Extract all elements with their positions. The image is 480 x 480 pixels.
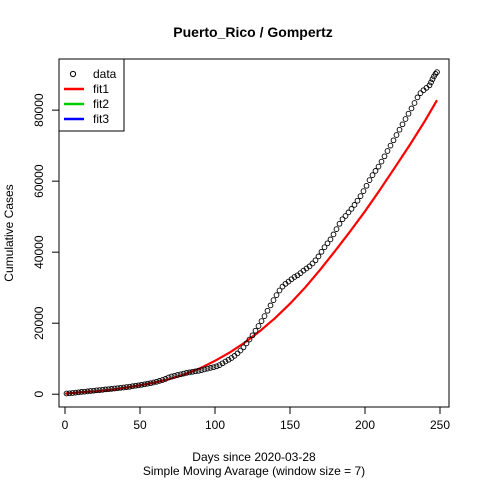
y-axis: 0 20000 40000 60000 80000	[32, 93, 59, 397]
x-axis: 0 50 100 150 200 250	[62, 407, 451, 432]
fit-lines	[65, 100, 437, 394]
data-point	[316, 254, 321, 259]
y-tick-label: 0	[32, 391, 46, 398]
data-point	[271, 298, 276, 303]
x-tick-label: 150	[280, 418, 300, 432]
x-tick-label: 50	[133, 418, 147, 432]
legend-label-fit3: fit3	[93, 112, 109, 126]
data-point	[265, 308, 270, 313]
x-tick-label: 200	[355, 418, 375, 432]
data-point	[274, 293, 279, 298]
series-line-fit1	[65, 100, 437, 394]
y-tick-label: 80000	[32, 93, 46, 127]
data-point	[382, 154, 387, 159]
data-point	[418, 91, 423, 96]
data-point	[355, 198, 360, 203]
data-point	[406, 111, 411, 116]
data-point	[373, 169, 378, 174]
data-point	[397, 127, 402, 132]
data-point	[331, 232, 336, 237]
x-axis-subtitle: Simple Moving Avarage (window size = 7)	[143, 464, 365, 478]
legend-label-fit2: fit2	[93, 97, 109, 111]
data-point	[394, 133, 399, 138]
y-tick-label: 40000	[32, 235, 46, 269]
data-point	[334, 227, 339, 232]
legend-label-data: data	[93, 67, 117, 81]
data-point	[403, 117, 408, 122]
data-point	[385, 149, 390, 154]
data-point	[376, 164, 381, 169]
data-point	[361, 189, 366, 194]
data-point	[259, 319, 264, 324]
data-point	[256, 324, 261, 329]
y-tick-label: 20000	[32, 306, 46, 340]
y-axis-label: Cumulative Cases	[2, 184, 16, 281]
data-point	[358, 194, 363, 199]
data-point	[415, 95, 420, 100]
data-point	[388, 143, 393, 148]
data-point	[214, 364, 219, 369]
data-point	[337, 221, 342, 226]
data-point	[364, 183, 369, 188]
data-point	[253, 328, 258, 333]
data-point	[379, 159, 384, 164]
data-point	[268, 303, 273, 308]
legend-label-fit1: fit1	[93, 82, 109, 96]
x-tick-label: 100	[205, 418, 225, 432]
x-axis-label: Days since 2020-03-28	[192, 450, 316, 464]
data-point	[262, 314, 267, 319]
chart-title: Puerto_Rico / Gompertz	[173, 24, 332, 40]
data-point	[400, 122, 405, 127]
x-tick-label: 0	[62, 418, 69, 432]
data-point	[319, 249, 324, 254]
y-tick-label: 60000	[32, 164, 46, 198]
data-point	[328, 237, 333, 242]
data-point	[391, 138, 396, 143]
data-point	[412, 101, 417, 106]
x-tick-label: 250	[430, 418, 450, 432]
data-point	[211, 365, 216, 370]
data-point	[409, 106, 414, 111]
data-point	[280, 284, 285, 289]
data-point	[367, 178, 372, 183]
